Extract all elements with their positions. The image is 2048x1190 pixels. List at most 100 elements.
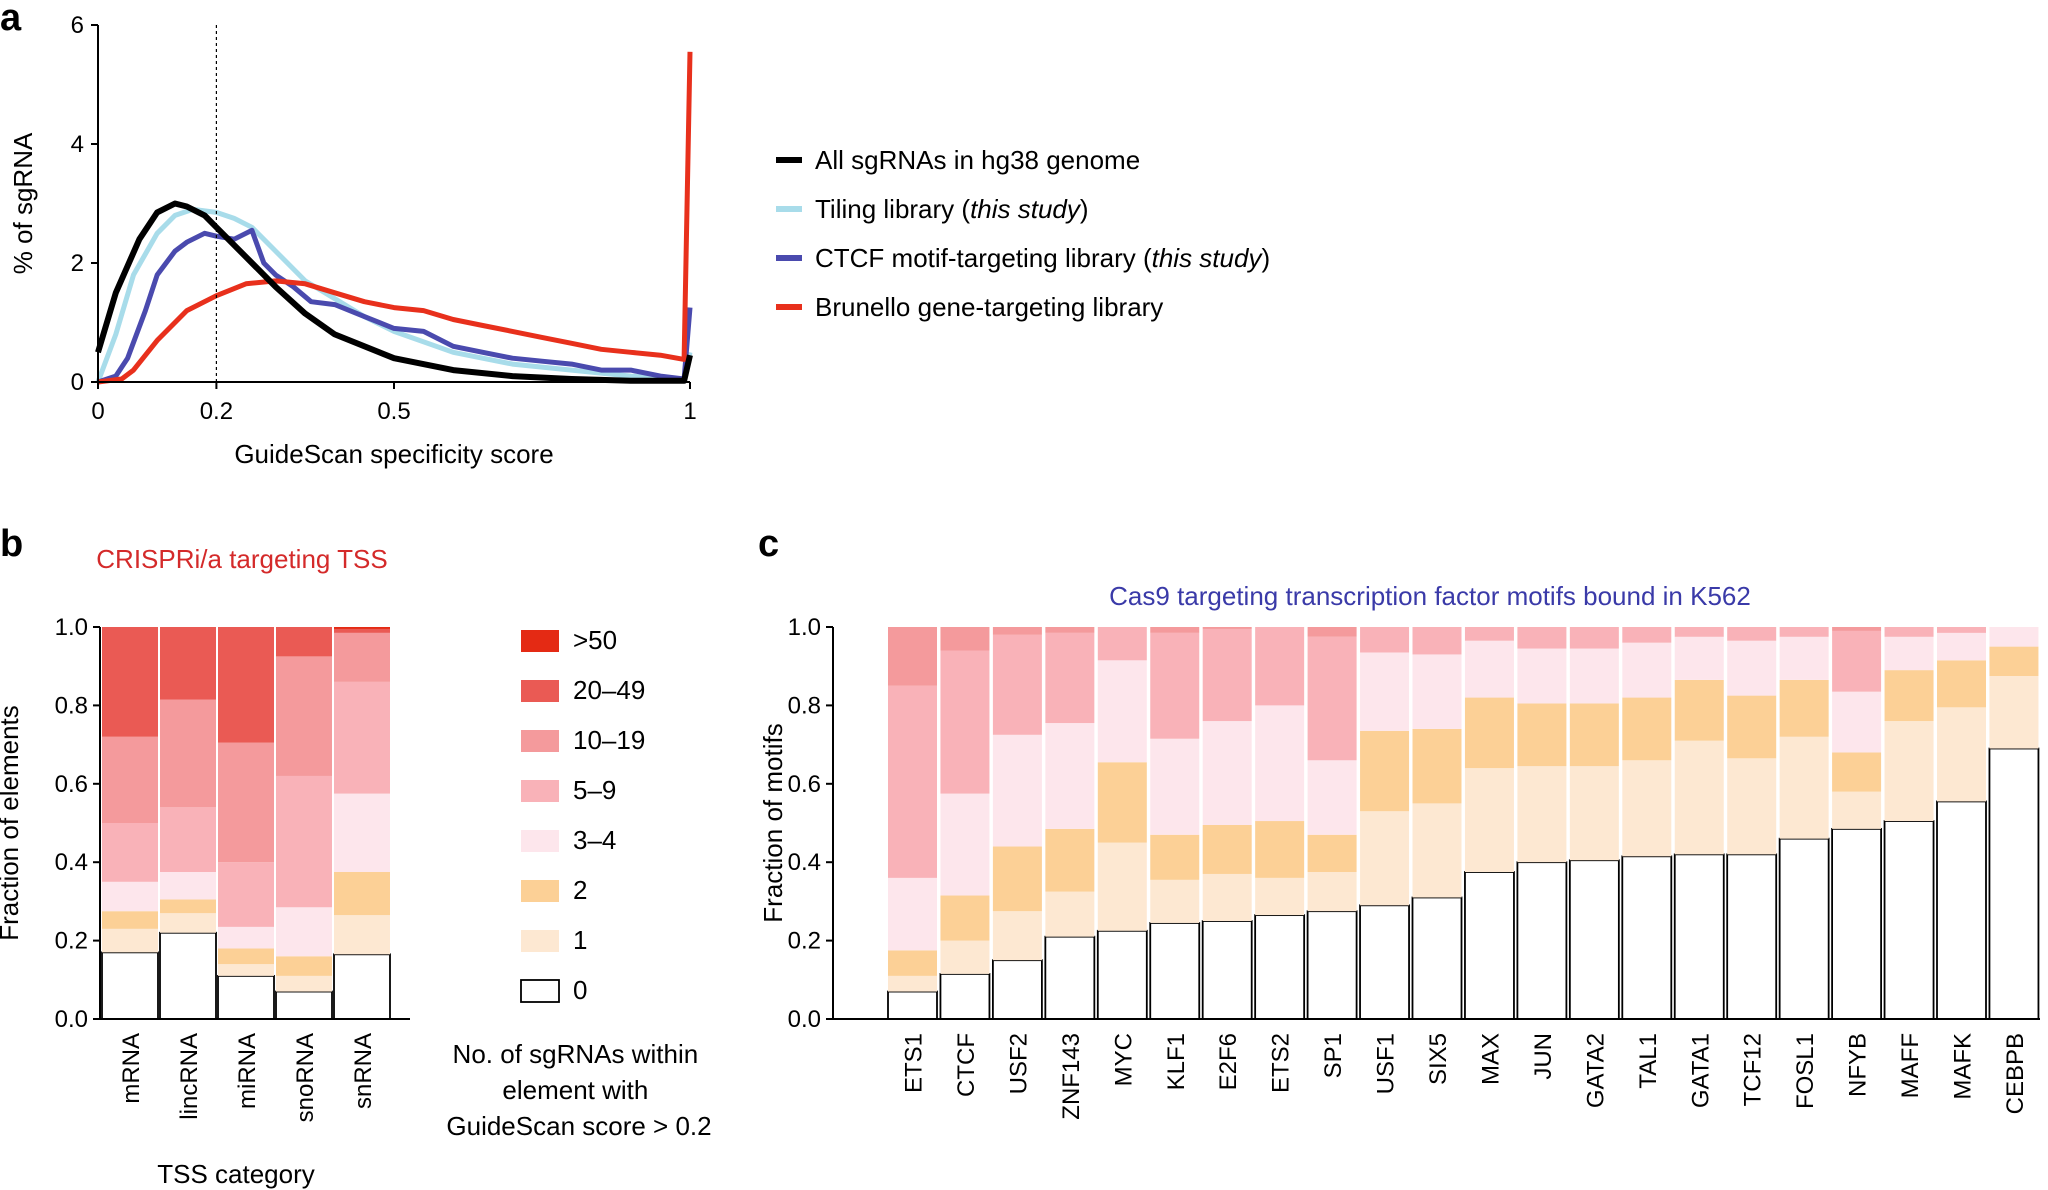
bar-segment-usf1-bin-0: [1359, 904, 1410, 1020]
x-axis-label: GuideScan specificity score: [234, 439, 553, 469]
category-label-jun: JUN: [1530, 1033, 1557, 1080]
legend-label-bin-50: >50: [573, 625, 617, 655]
bar-segment-tal1-bin-1: [1622, 760, 1672, 857]
bar-segment-ets1-bin-2: [888, 950, 937, 976]
bar-segment-usf2-bin-10-19: [992, 627, 1042, 635]
bar-segment-snrna-bin-3-4: [334, 793, 390, 872]
bar-segment-sp1-bin-2: [1307, 834, 1357, 872]
category-label-tal1: TAL1: [1635, 1033, 1662, 1089]
bar-segment-lincrna-bin-3-4: [160, 872, 216, 900]
legend-label-bin-1: 1: [573, 925, 587, 955]
bar-segment-ctcf-bin-10-19: [940, 627, 990, 651]
bar-segment-tcf12-bin-1: [1727, 758, 1777, 855]
bar-segment-tcf12-bin-3-4: [1727, 640, 1777, 696]
legend-swatch-bin-2: [521, 880, 559, 902]
legend-label-ctcf: CTCF motif-targeting library (this study…: [815, 243, 1270, 273]
bar-segment-mafk-bin-2: [1937, 660, 1986, 708]
category-label-tcf12: TCF12: [1740, 1033, 1767, 1106]
bar-segment-myc-bin-5-9: [1097, 627, 1147, 661]
bar-segment-mirna-bin-1: [218, 964, 274, 976]
bar-segment-sp1-bin-1: [1307, 872, 1357, 912]
bar-segment-nfyb-bin-0: [1831, 827, 1882, 1020]
bar-segment-gata1-bin-1: [1674, 740, 1724, 855]
bar-segment-klf1-bin-0: [1149, 922, 1201, 1020]
bar-segment-ctcf-bin-1: [940, 940, 990, 974]
bar-segment-jun-bin-3-4: [1517, 648, 1567, 704]
legend-swatch-bin-3-4: [521, 830, 559, 852]
bar-segment-tal1-bin-2: [1622, 697, 1672, 761]
y-tick-label: 0.4: [55, 849, 88, 876]
bar-segment-gata1-bin-2: [1674, 679, 1724, 741]
bar-segment-klf1-bin-10-19: [1150, 627, 1200, 633]
bar-segment-usf1-bin-2: [1360, 730, 1410, 812]
bar-segment-sp1-bin-5-9: [1307, 636, 1357, 761]
bar-segment-mirna-bin-20-49: [218, 627, 274, 743]
bar-segment-gata2-bin-3-4: [1569, 648, 1619, 704]
legend-swatch-bin-20-49: [521, 680, 559, 702]
bar-segment-fosl1-bin-1: [1779, 736, 1829, 839]
category-label-max: MAX: [1477, 1033, 1504, 1085]
bar-segment-max-bin-2: [1464, 697, 1514, 769]
bar-segment-gata2-bin-1: [1569, 766, 1619, 861]
bar-segment-snrna-bin-10-19: [334, 632, 390, 682]
bar-segment-cebpb-bin-1: [1989, 676, 2039, 749]
panel-a-letter: a: [0, 0, 22, 39]
y-tick-label: 1.0: [788, 614, 821, 641]
bar-segment-lincrna-bin-0: [159, 931, 217, 1020]
bar-segment-mrna-bin-5-9: [102, 823, 158, 882]
bar-segment-nfyb-bin-3-4: [1832, 691, 1882, 753]
category-label-usf2: USF2: [1005, 1033, 1032, 1094]
category-label-lincrna: lincRNA: [176, 1033, 203, 1120]
legend-swatch-bin-0: [520, 979, 560, 1003]
line-series-brunello-gene-targeting-library: [97, 51, 693, 385]
bar-segment-mafk-bin-5-9: [1937, 627, 1986, 633]
bar-segment-ets2-bin-5-9: [1255, 627, 1305, 706]
bar-segment-cebpb-bin-3-4: [1989, 627, 2039, 647]
bar-segment-snrna-bin-0: [333, 953, 391, 1020]
legend-label-bin-20-49: 20–49: [573, 675, 645, 705]
legend-label-bin-5-9: 5–9: [573, 775, 616, 805]
category-label-fosl1: FOSL1: [1792, 1033, 1819, 1109]
bar-segment-max-bin-1: [1464, 768, 1514, 872]
bar-segment-max-bin-3-4: [1464, 640, 1514, 698]
category-label-klf1: KLF1: [1163, 1033, 1190, 1090]
x-axis-label-b: TSS category: [157, 1159, 315, 1189]
axes-c: ETS1 CTCF USF2 ZNF143 MYC KLF1 E2F6 ETS2 SP1 USF1…: [788, 614, 2040, 1120]
legend-label-ctcf-plain: CTCF motif-targeting library (: [815, 243, 1152, 273]
category-label-six5: SIX5: [1425, 1033, 1452, 1085]
bar-segment-jun-bin-2: [1517, 703, 1567, 767]
bar-segment-lincrna-bin-5-9: [160, 807, 216, 872]
legend-label-tiling-close: ): [1080, 194, 1089, 224]
bar-segment-gata2-bin-0: [1568, 859, 1620, 1020]
x-tick-label: 0: [91, 398, 104, 425]
bar-segment-mirna-bin-0: [217, 974, 275, 1020]
bin-legend-title-line-2: element with: [502, 1075, 648, 1105]
bar-segment-six5-bin-3-4: [1412, 654, 1462, 729]
bar-segment-snrna-bin-50: [334, 627, 390, 629]
line-series-ctcf-motif-targeting-library-this-study: [97, 227, 693, 385]
y-tick-label: 1.0: [55, 614, 88, 641]
y-tick-label: 0.0: [788, 1006, 821, 1033]
bar-segment-gata2-bin-2: [1569, 703, 1619, 767]
stacked-bar-chart-c: Cas9 targeting transcription factor moti…: [758, 581, 2040, 1120]
bar-segment-e2f6-bin-0: [1201, 920, 1253, 1020]
legend-label-tiling-plain: Tiling library (: [815, 194, 970, 224]
y-tick-label: 0.8: [788, 692, 821, 719]
bin-legend-title: No. of sgRNAs within element with GuideS…: [446, 1039, 711, 1141]
bin-legend-title-line-1: No. of sgRNAs within: [453, 1039, 699, 1069]
bar-segment-klf1-bin-1: [1150, 879, 1200, 923]
bar-segment-maff-bin-3-4: [1884, 636, 1934, 671]
axes-b: mRNA lincRNA miRNA snoRNA snRNA 0.0 0.2 0.4 0.6 0…: [55, 614, 410, 1122]
bar-segment-gata1-bin-3-4: [1674, 636, 1724, 680]
category-label-ctcf: CTCF: [953, 1033, 980, 1097]
bar-segment-lincrna-bin-10-19: [160, 699, 216, 808]
bar-segment-mafk-bin-0: [1936, 800, 1987, 1020]
bin-legend-title-line-3: GuideScan score > 0.2: [446, 1111, 711, 1141]
bars-b: [101, 627, 391, 1020]
bar-segment-gata2-bin-5-9: [1569, 627, 1619, 649]
bars-c: [887, 627, 2040, 1020]
legend-swatch-bin-50: [521, 630, 559, 652]
bar-segment-gata1-bin-0: [1673, 853, 1725, 1020]
bar-segment-ets1-bin-5-9: [888, 685, 937, 878]
